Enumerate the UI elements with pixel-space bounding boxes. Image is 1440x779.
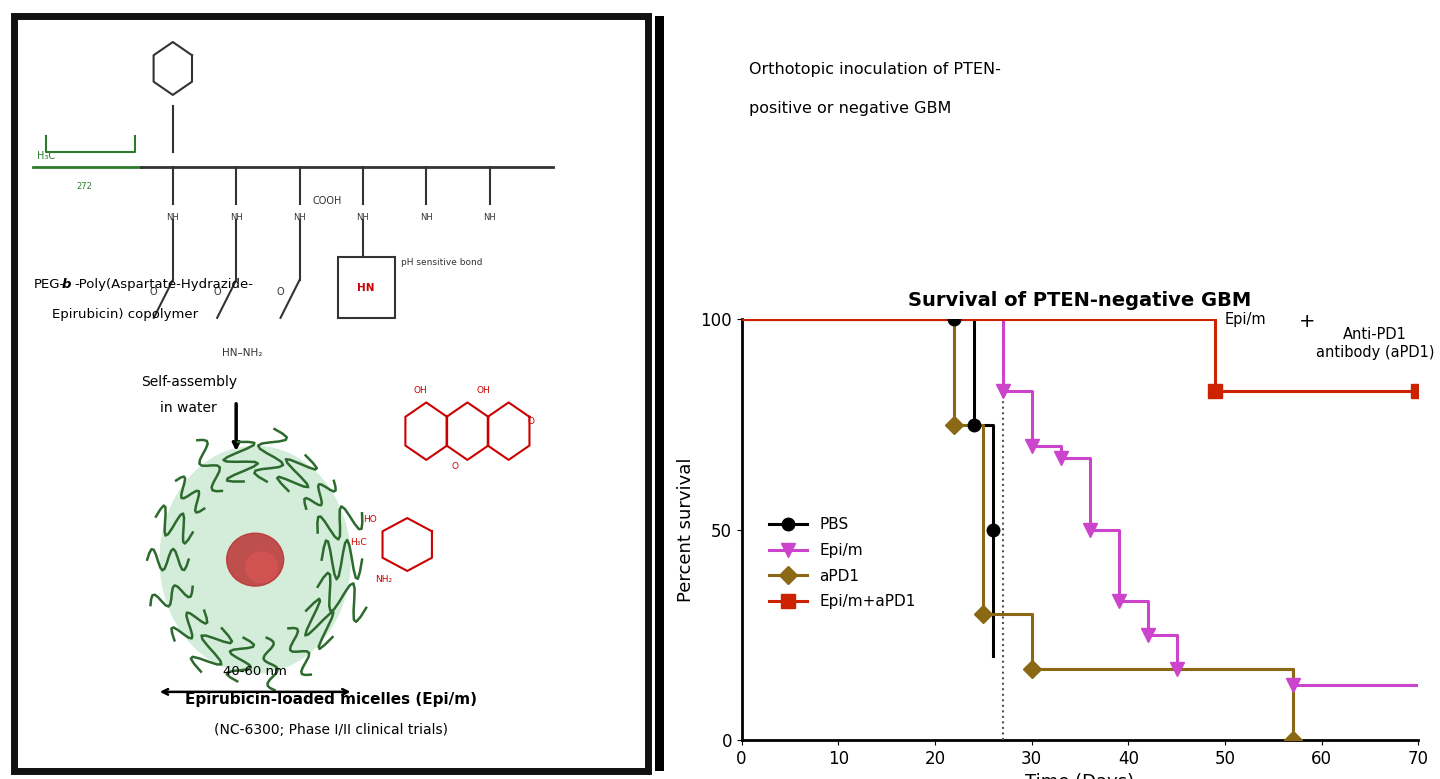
Y-axis label: Percent survival: Percent survival <box>677 457 694 602</box>
Text: H₃C: H₃C <box>36 151 55 161</box>
Text: -Poly(Aspartate-Hydrazide-: -Poly(Aspartate-Hydrazide- <box>75 277 253 291</box>
Text: H₃C: H₃C <box>350 538 367 547</box>
Text: Self-assembly: Self-assembly <box>141 375 238 389</box>
Text: 272: 272 <box>76 182 92 192</box>
Ellipse shape <box>246 552 278 583</box>
Text: Orthotopic inoculation of PTEN-: Orthotopic inoculation of PTEN- <box>749 62 1001 77</box>
Circle shape <box>160 446 350 673</box>
Text: O: O <box>213 287 220 297</box>
Text: HN: HN <box>357 283 374 293</box>
Text: O: O <box>340 287 347 297</box>
Text: OH: OH <box>413 386 428 396</box>
Text: O: O <box>150 287 157 297</box>
Text: b: b <box>62 277 72 291</box>
Bar <box>337 257 395 318</box>
Text: Epirubicin) copolymer: Epirubicin) copolymer <box>52 308 199 321</box>
Text: pH sensitive bond: pH sensitive bond <box>400 258 482 267</box>
Text: OH: OH <box>477 386 491 396</box>
Text: NH₂: NH₂ <box>376 576 393 584</box>
Text: NH: NH <box>357 213 369 221</box>
Text: NH: NH <box>230 213 242 221</box>
Text: in water: in water <box>160 401 217 415</box>
Title: Survival of PTEN-negative GBM: Survival of PTEN-negative GBM <box>909 291 1251 309</box>
Text: COOH: COOH <box>312 196 341 206</box>
Legend: PBS, Epi/m, aPD1, Epi/m+aPD1: PBS, Epi/m, aPD1, Epi/m+aPD1 <box>763 511 922 615</box>
Text: NH: NH <box>420 213 432 221</box>
Text: Anti-PD1
antibody (aPD1): Anti-PD1 antibody (aPD1) <box>1316 327 1434 360</box>
Text: NH: NH <box>294 213 305 221</box>
X-axis label: Time (Days): Time (Days) <box>1025 774 1135 779</box>
Text: NH: NH <box>167 213 179 221</box>
Ellipse shape <box>226 533 284 586</box>
Text: Epirubicin-loaded micelles (Epi/m): Epirubicin-loaded micelles (Epi/m) <box>186 692 477 707</box>
Text: O: O <box>527 417 534 425</box>
Text: 40-60 nm: 40-60 nm <box>223 665 287 679</box>
Text: O: O <box>276 287 284 297</box>
Text: PEG-: PEG- <box>33 277 65 291</box>
Text: Epi/m: Epi/m <box>1225 312 1266 326</box>
Text: O: O <box>452 462 458 471</box>
Text: (NC-6300; Phase I/II clinical trials): (NC-6300; Phase I/II clinical trials) <box>215 723 448 737</box>
Text: HO: HO <box>363 515 377 523</box>
Text: +: + <box>1299 312 1316 330</box>
Text: NH: NH <box>484 213 495 221</box>
Text: positive or negative GBM: positive or negative GBM <box>749 101 952 116</box>
Text: HN–NH₂: HN–NH₂ <box>222 347 262 358</box>
